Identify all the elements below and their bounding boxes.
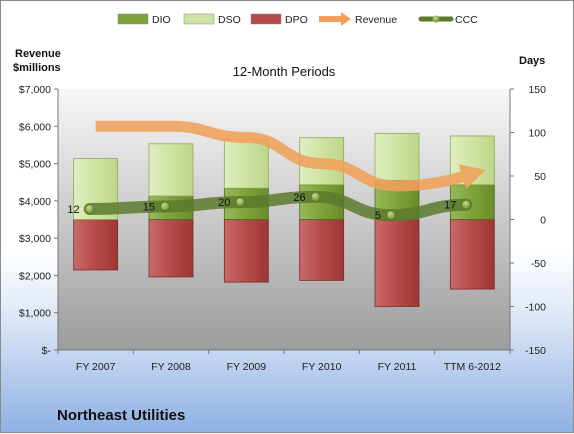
right-tick-label: 50 [534, 171, 546, 183]
bar-dso [223, 139, 269, 189]
right-tick-label: 100 [528, 128, 546, 140]
bar-dpo [148, 219, 194, 278]
legend-label-dso: DSO [218, 14, 241, 26]
legend-label-ccc: CCC [455, 14, 478, 26]
x-tick-label: FY 2011 [378, 361, 417, 373]
x-tick-label: FY 2010 [302, 361, 342, 373]
ccc-data-label: 26 [293, 192, 305, 204]
left-tick-label: $7,000 [19, 84, 51, 96]
bar-dso [374, 132, 420, 181]
plot-area [58, 89, 510, 350]
left-tick-label: $4,000 [19, 196, 51, 208]
revenue-arrowhead [458, 164, 486, 190]
legend-marker-ccc [432, 15, 440, 23]
left-tick-label: $6,000 [19, 121, 51, 133]
left-axis-label-line2: $millions [13, 62, 61, 74]
ccc-marker [461, 199, 472, 210]
bar-dpo [374, 219, 420, 307]
ccc-marker [310, 192, 321, 202]
legend: DIO DSO DPO Revenue CCC [117, 12, 478, 26]
ccc-marker [160, 201, 170, 212]
right-tick-label: 150 [528, 84, 546, 96]
left-tick-label: $5,000 [19, 159, 51, 171]
right-tick-label: -100 [525, 302, 546, 314]
company-title: Northeast Utilities [57, 407, 186, 424]
ccc-data-label: 12 [67, 204, 79, 216]
bar-dso [148, 143, 194, 197]
bar-dpo [73, 219, 119, 271]
legend-swatch-revenue [319, 12, 351, 26]
legend-swatch-dso [183, 13, 215, 25]
right-tick-label: -50 [531, 258, 546, 270]
ccc-marker [84, 204, 95, 214]
left-tick-label: $1,000 [19, 308, 51, 320]
ccc-marker [386, 210, 396, 220]
legend-label-dpo: DPO [285, 14, 308, 26]
legend-swatch-dpo [250, 13, 282, 25]
x-tick-label: FY 2009 [227, 361, 267, 373]
left-tick-label: $2,000 [19, 270, 51, 282]
legend-label-dio: DIO [152, 14, 171, 26]
legend-label-revenue: Revenue [355, 14, 397, 26]
revenue-line [95, 120, 464, 192]
x-tick-label: FY 2008 [151, 361, 191, 373]
chart-title: 12-Month Periods [233, 64, 336, 79]
ccc-data-label: 17 [444, 200, 456, 212]
bar-dpo [299, 219, 345, 281]
x-tick-label: TTM 6-2012 [444, 361, 501, 373]
bar-dpo [449, 219, 495, 290]
ccc-layer: 12 15 20 26 5 17 [67, 190, 473, 222]
ccc-line [83, 190, 473, 222]
left-tick-label: $3,000 [19, 233, 51, 245]
right-tick-label: -150 [525, 345, 546, 357]
bar-dpo [223, 219, 269, 283]
revenue-layer [95, 120, 486, 192]
x-tick-label: FY 2007 [76, 361, 116, 373]
right-axis-label: Days [519, 55, 545, 67]
axes-layer: $- $1,000 $2,000 $3,000 $4,000 $5,000 $6,000 $7… [19, 84, 546, 373]
ccc-data-label: 15 [143, 201, 155, 213]
left-tick-label: $- [42, 345, 52, 357]
right-tick-label: 0 [540, 215, 546, 227]
ccc-data-label: 20 [218, 197, 230, 209]
ccc-data-label: 5 [375, 210, 381, 222]
ccc-marker [235, 197, 246, 207]
left-axis-label-line1: Revenue [15, 48, 61, 60]
legend-swatch-dio [117, 13, 149, 25]
